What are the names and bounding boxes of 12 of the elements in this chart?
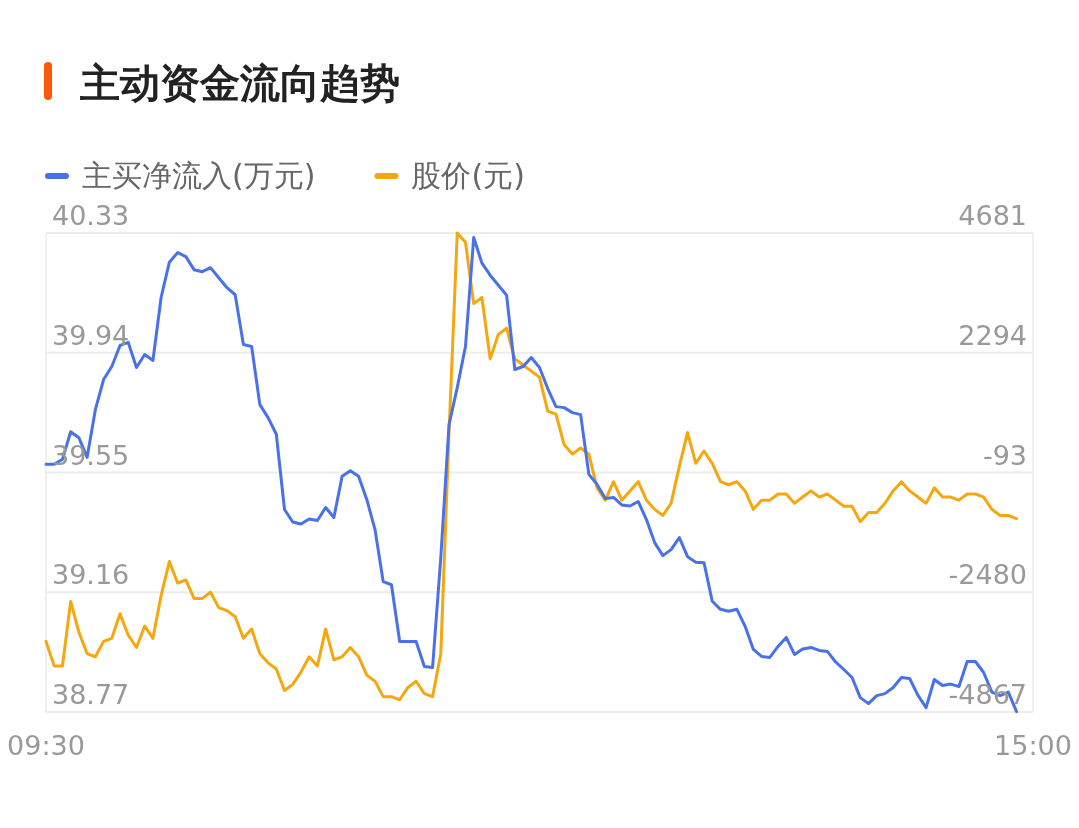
y-tick-label: 39.16 [52, 559, 130, 591]
x-tick-label: 09:30 [7, 730, 85, 761]
y-tick-label: 38.77 [52, 679, 130, 710]
y-tick-label: 40.33 [52, 200, 130, 231]
x-tick-label: 15:00 [994, 730, 1072, 761]
legend-label: 股价(元) [411, 158, 525, 193]
y2-tick-label: -2480 [948, 559, 1027, 591]
y2-tick-label: 4681 [958, 200, 1027, 231]
y2-tick-label: -93 [982, 439, 1027, 471]
y-tick-label: 39.94 [52, 319, 130, 351]
chart-title: 主动资金流向趋势 [79, 60, 400, 106]
y2-tick-label: 2294 [958, 319, 1027, 351]
